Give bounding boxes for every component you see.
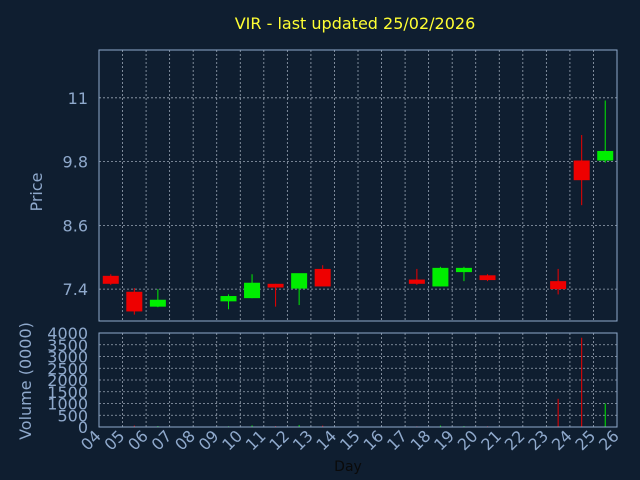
candle-body: [432, 267, 449, 287]
day-tick-labels: 0405060708091011121314151617181920212223…: [77, 426, 623, 454]
volume-tick-label: 3000: [47, 348, 88, 367]
chart-title: VIR - last updated 25/02/2026: [235, 14, 476, 33]
x-axis-label: Day: [334, 459, 362, 475]
candle-body: [573, 160, 590, 181]
candle-body: [597, 150, 614, 161]
candle-body: [149, 299, 166, 307]
price-tick-label: 8.6: [63, 216, 88, 235]
price-grid: [99, 50, 617, 321]
candle-body: [479, 275, 496, 281]
volume-tick-label: 3500: [47, 336, 88, 355]
volume-panel-frame: [98, 332, 618, 428]
price-panel-frame: [98, 49, 618, 322]
price-tick-label: 9.8: [63, 153, 88, 172]
volume-grid: [99, 332, 617, 428]
price-tick-label: 7.4: [63, 280, 88, 299]
candle-body: [244, 282, 261, 299]
day-tick-label: 26: [595, 426, 623, 454]
volume-tick-label: 1000: [47, 395, 88, 414]
price-axis-label: Price: [27, 172, 46, 211]
candle-body: [314, 268, 331, 287]
candle-body: [220, 296, 237, 302]
candle-body: [102, 275, 119, 284]
volume-tick-label: 2500: [47, 359, 88, 378]
candle-body: [126, 291, 143, 312]
candle-body: [550, 281, 567, 290]
volume-tick-label: 1500: [47, 383, 88, 402]
candle-body: [455, 267, 472, 273]
price-tick-label: 11: [68, 89, 88, 108]
volume-tick-label: 2000: [47, 371, 88, 390]
price-candles: [102, 100, 614, 315]
volume-bars: [133, 337, 606, 427]
candle-body: [291, 273, 308, 289]
candle-body: [267, 283, 284, 288]
candle-body: [408, 279, 425, 284]
volume-tick-label: 0: [78, 418, 88, 437]
volume-tick-label: 4000: [47, 324, 88, 343]
price-tick-labels: 7.4 8.6 9.8 11: [63, 89, 88, 299]
volume-tick-label: 500: [57, 406, 88, 425]
volume-axis-label: Volume (0000): [16, 322, 35, 440]
